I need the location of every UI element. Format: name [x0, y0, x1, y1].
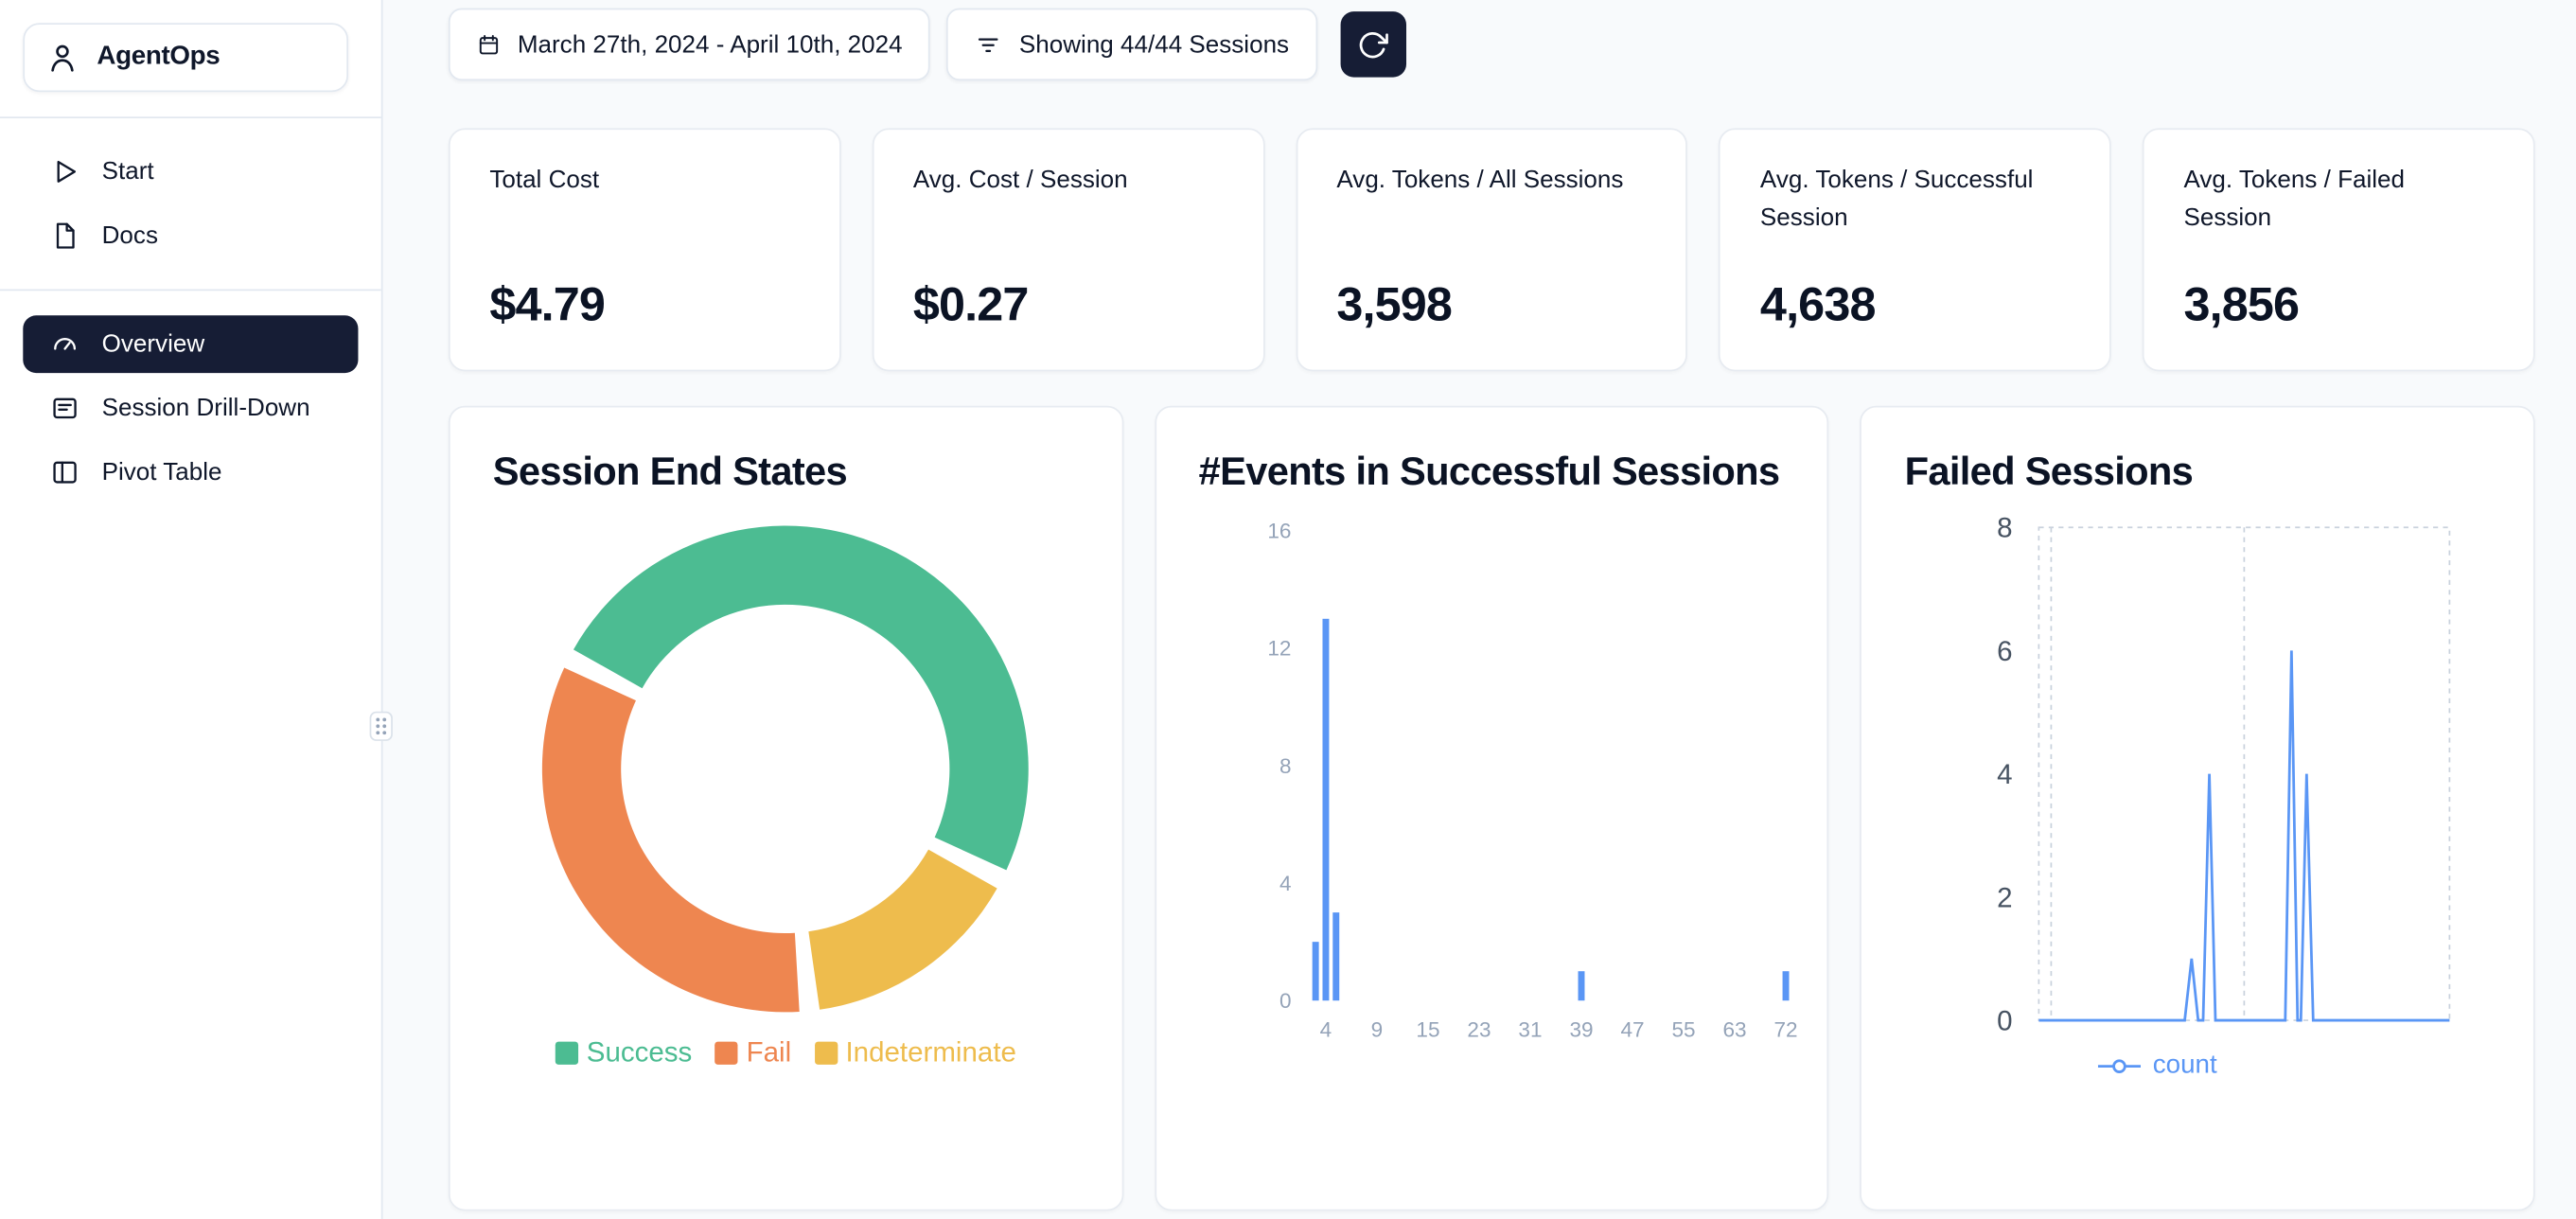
legend-label: Fail — [746, 1036, 792, 1069]
sidebar-item-pivot-table[interactable]: Pivot Table — [23, 444, 358, 502]
svg-text:72: 72 — [1773, 1017, 1797, 1041]
stat-card-avg-tokens-all: Avg. Tokens / All Sessions 3,598 — [1295, 128, 1688, 372]
calendar-icon — [479, 34, 499, 54]
svg-text:8: 8 — [1998, 512, 2013, 543]
sidebar-item-label: Start — [101, 157, 154, 186]
line-legend[interactable]: count — [2098, 1051, 2490, 1081]
refresh-button[interactable] — [1339, 11, 1406, 78]
stat-label: Total Cost — [489, 166, 600, 194]
legend-swatch — [814, 1041, 838, 1065]
drag-handle-dots-icon — [376, 717, 387, 735]
stat-value: $0.27 — [912, 279, 1030, 332]
sidebar-item-label: Pivot Table — [101, 458, 222, 486]
donut-legend-item[interactable]: Fail — [715, 1036, 792, 1069]
stat-value: $4.79 — [489, 279, 606, 332]
svg-text:39: 39 — [1569, 1017, 1593, 1041]
line-legend-label: count — [2152, 1051, 2217, 1080]
sidebar-item-label: Docs — [101, 221, 158, 250]
legend-label: Success — [586, 1036, 693, 1069]
svg-text:2: 2 — [1998, 882, 2013, 913]
svg-text:0: 0 — [1279, 989, 1291, 1013]
stat-label: Avg. Tokens / Successful Session — [1759, 166, 2034, 231]
stat-value: 4,638 — [1759, 279, 1877, 332]
session-end-states-donut[interactable] — [493, 521, 1079, 1016]
stat-label: Avg. Tokens / Failed Session — [2183, 166, 2406, 231]
stat-value: 3,856 — [2183, 279, 2300, 332]
donut-legend: Success Fail Indeterminate — [493, 1036, 1079, 1069]
toolbar: March 27th, 2024 - April 10th, 2024 Show… — [448, 8, 2535, 81]
stat-card-total-cost: Total Cost $4.79 — [448, 128, 841, 372]
donut-legend-item[interactable]: Success — [555, 1036, 693, 1069]
line-legend-marker-icon — [2098, 1059, 2142, 1073]
sidebar-item-overview[interactable]: Overview — [23, 315, 359, 374]
refresh-icon — [1359, 31, 1389, 58]
stat-card-avg-tokens-successful: Avg. Tokens / Successful Session 4,638 — [1719, 128, 2112, 372]
stat-label: Avg. Cost / Session — [912, 166, 1128, 194]
stats-row: Total Cost $4.79 Avg. Cost / Session $0.… — [448, 128, 2535, 372]
svg-text:9: 9 — [1370, 1017, 1383, 1041]
date-range-button[interactable]: March 27th, 2024 - April 10th, 2024 — [448, 8, 931, 81]
legend-swatch — [715, 1041, 738, 1065]
gauge-icon — [54, 338, 77, 350]
stat-card-avg-tokens-failed: Avg. Tokens / Failed Session 3,856 — [2143, 128, 2535, 372]
sidebar: AgentOps Start Docs — [0, 0, 383, 1219]
legend-swatch — [555, 1041, 579, 1065]
date-range-label: March 27th, 2024 - April 10th, 2024 — [517, 30, 903, 59]
svg-text:4: 4 — [1279, 872, 1291, 895]
svg-text:4: 4 — [1998, 759, 2013, 790]
stat-label: Avg. Tokens / All Sessions — [1336, 166, 1624, 194]
donut-legend-item[interactable]: Indeterminate — [814, 1036, 1016, 1069]
svg-text:16: 16 — [1267, 519, 1291, 542]
svg-text:23: 23 — [1467, 1017, 1491, 1041]
svg-text:63: 63 — [1722, 1017, 1746, 1041]
failed-sessions-line-chart[interactable]: 0 2 4 6 8 — [1905, 507, 2491, 1058]
chart-title: Session End States — [492, 450, 848, 495]
sessions-filter-label: Showing 44/44 Sessions — [1018, 30, 1290, 59]
agentops-robot-icon — [51, 44, 74, 72]
table-columns-icon — [53, 461, 77, 484]
failed-sessions-card: Failed Sessions 0 2 4 6 8 count — [1860, 405, 2535, 1211]
session-end-states-card: Session End States Success Fail Indeterm… — [448, 405, 1123, 1211]
svg-text:12: 12 — [1267, 636, 1291, 660]
sidebar-item-label: Overview — [101, 329, 205, 359]
sidebar-divider — [0, 289, 381, 292]
sessions-filter-button[interactable]: Showing 44/44 Sessions — [946, 8, 1317, 81]
chart-title: Failed Sessions — [1904, 450, 2194, 495]
events-bar-chart[interactable]: 0 4 8 12 16 4 9 15 23 31 39 47 55 63 72 — [1222, 501, 1797, 1068]
chart-title: #Events in Successful Sessions — [1198, 450, 1780, 495]
svg-text:8: 8 — [1279, 753, 1291, 777]
list-card-icon — [53, 398, 77, 419]
app-name: AgentOps — [97, 43, 221, 71]
agentops-logo[interactable]: AgentOps — [23, 23, 349, 93]
svg-text:0: 0 — [1998, 1005, 2013, 1036]
play-icon — [57, 160, 77, 183]
main-content: March 27th, 2024 - April 10th, 2024 Show… — [382, 0, 2576, 1219]
svg-text:4: 4 — [1319, 1017, 1332, 1041]
sidebar-item-start[interactable]: Start — [23, 143, 358, 201]
svg-text:55: 55 — [1671, 1017, 1695, 1041]
charts-row: Session End States Success Fail Indeterm… — [448, 405, 2535, 1211]
legend-label: Indeterminate — [845, 1036, 1016, 1069]
sidebar-divider — [0, 116, 381, 118]
svg-text:6: 6 — [1998, 636, 2013, 667]
events-chart-card: #Events in Successful Sessions 0 4 8 12 16 4 9… — [1154, 405, 1829, 1211]
svg-text:15: 15 — [1416, 1017, 1439, 1041]
stat-value: 3,598 — [1336, 279, 1453, 332]
sidebar-item-session-drilldown[interactable]: Session Drill-Down — [23, 380, 358, 437]
sidebar-top-nav: Start Docs — [0, 143, 381, 264]
document-icon — [56, 222, 75, 249]
filter-lines-icon — [979, 37, 999, 52]
svg-text:31: 31 — [1518, 1017, 1542, 1041]
sidebar-item-label: Session Drill-Down — [101, 394, 310, 423]
sidebar-main-nav: Overview Session Drill-Down Pivot Table — [0, 315, 381, 501]
stat-card-avg-cost: Avg. Cost / Session $0.27 — [872, 128, 1265, 372]
sidebar-item-docs[interactable]: Docs — [23, 207, 358, 265]
svg-text:47: 47 — [1620, 1017, 1644, 1041]
sidebar-resize-handle[interactable] — [369, 711, 393, 741]
